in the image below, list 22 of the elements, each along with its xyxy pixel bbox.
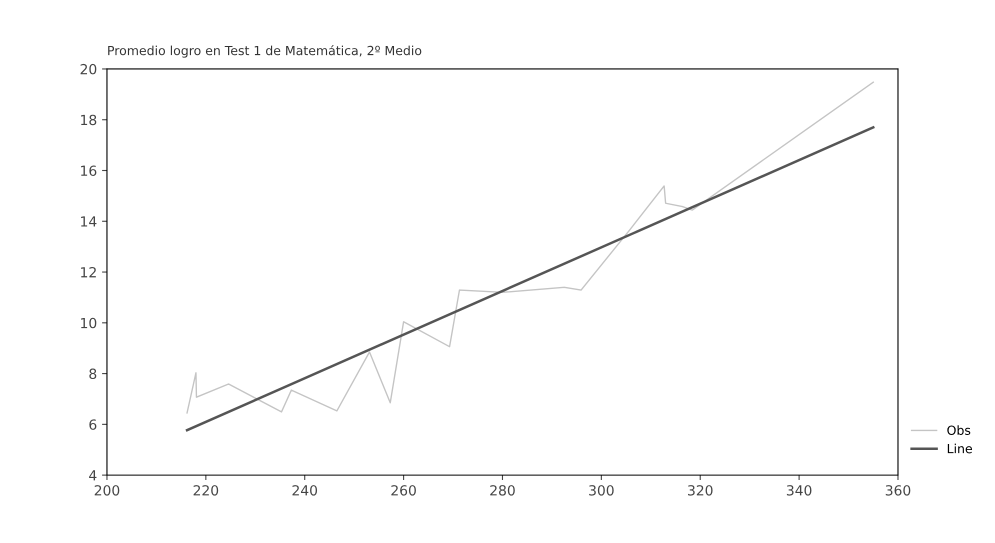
y-tick-label: 10 xyxy=(81,318,96,328)
x-tick-label: 340 xyxy=(786,485,812,496)
line-series xyxy=(186,81,874,414)
y-tick-label: 4 xyxy=(89,470,96,480)
y-tick-label: 6 xyxy=(89,419,96,430)
x-tick-label: 220 xyxy=(194,485,218,496)
x-tick-label: 320 xyxy=(688,485,713,496)
chart-title: Promedio logro en Test 1 de Matemática, 2º Medio xyxy=(108,45,422,58)
x-tick-label: 300 xyxy=(589,485,614,496)
y-tick-label: 14 xyxy=(81,216,96,227)
x-tick-label: 200 xyxy=(94,485,120,496)
x-tick-label: 280 xyxy=(490,485,515,496)
x-tick-label: 240 xyxy=(292,485,318,496)
y-tick-label: 16 xyxy=(81,165,96,176)
y-tick-label: 18 xyxy=(81,114,96,126)
legend-label: Line xyxy=(948,444,972,454)
x-tick-label: 360 xyxy=(886,485,910,496)
y-tick-label: 12 xyxy=(81,267,96,278)
legend-label: Obs xyxy=(947,425,970,435)
y-tick-label: 20 xyxy=(80,64,96,74)
y-tick-label: 8 xyxy=(89,368,96,380)
x-tick-label: 260 xyxy=(391,485,416,496)
